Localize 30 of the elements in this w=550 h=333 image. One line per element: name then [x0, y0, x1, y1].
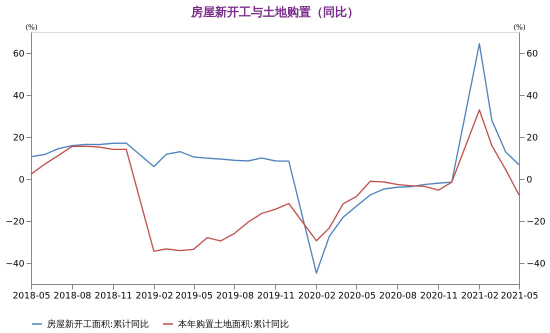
x-tick-label: 2018-11 — [94, 292, 132, 302]
legend-label: 房屋新开工面积:累计同比 — [47, 319, 150, 330]
y2-tick-label: 20 — [526, 134, 538, 144]
x-tick-label: 2021-05 — [500, 292, 538, 302]
y2-tick-label: 40 — [526, 92, 538, 102]
x-tick-label: 2019-05 — [175, 292, 213, 302]
x-tick-label: 2020-11 — [420, 292, 458, 302]
x-tick-label: 2020-08 — [379, 292, 418, 302]
y2-tick-label: −20 — [526, 218, 546, 228]
x-tick-label: 2019-02 — [136, 292, 174, 302]
y2-tick-label: 0 — [526, 176, 532, 186]
line-series — [30, 109, 520, 252]
x-tick-label: 2020-02 — [298, 292, 336, 302]
x-tick-label: 2019-08 — [216, 292, 254, 302]
y-tick-label: −40 — [6, 260, 25, 270]
y-tick-label: 60 — [13, 50, 25, 60]
y-tick-label: 20 — [13, 134, 25, 144]
x-tick-label: 2018-08 — [54, 292, 92, 302]
x-tick-label: 2018-05 — [12, 292, 50, 302]
y2-tick-label: −40 — [526, 260, 546, 270]
line-series — [30, 43, 520, 274]
y-tick-label: 0 — [18, 176, 25, 186]
y-tick-label: −20 — [6, 218, 25, 228]
x-tick-label: 2020-05 — [338, 292, 376, 302]
legend-label: 本年购置土地面积:累计同比 — [178, 319, 290, 330]
chart-title: 房屋新开工与土地购置（同比） — [190, 5, 359, 19]
x-tick-label: 2021-02 — [461, 292, 499, 302]
x-tick-label: 2019-11 — [257, 292, 295, 302]
y-tick-label: 40 — [13, 92, 25, 102]
y2-tick-label: 60 — [526, 50, 538, 60]
